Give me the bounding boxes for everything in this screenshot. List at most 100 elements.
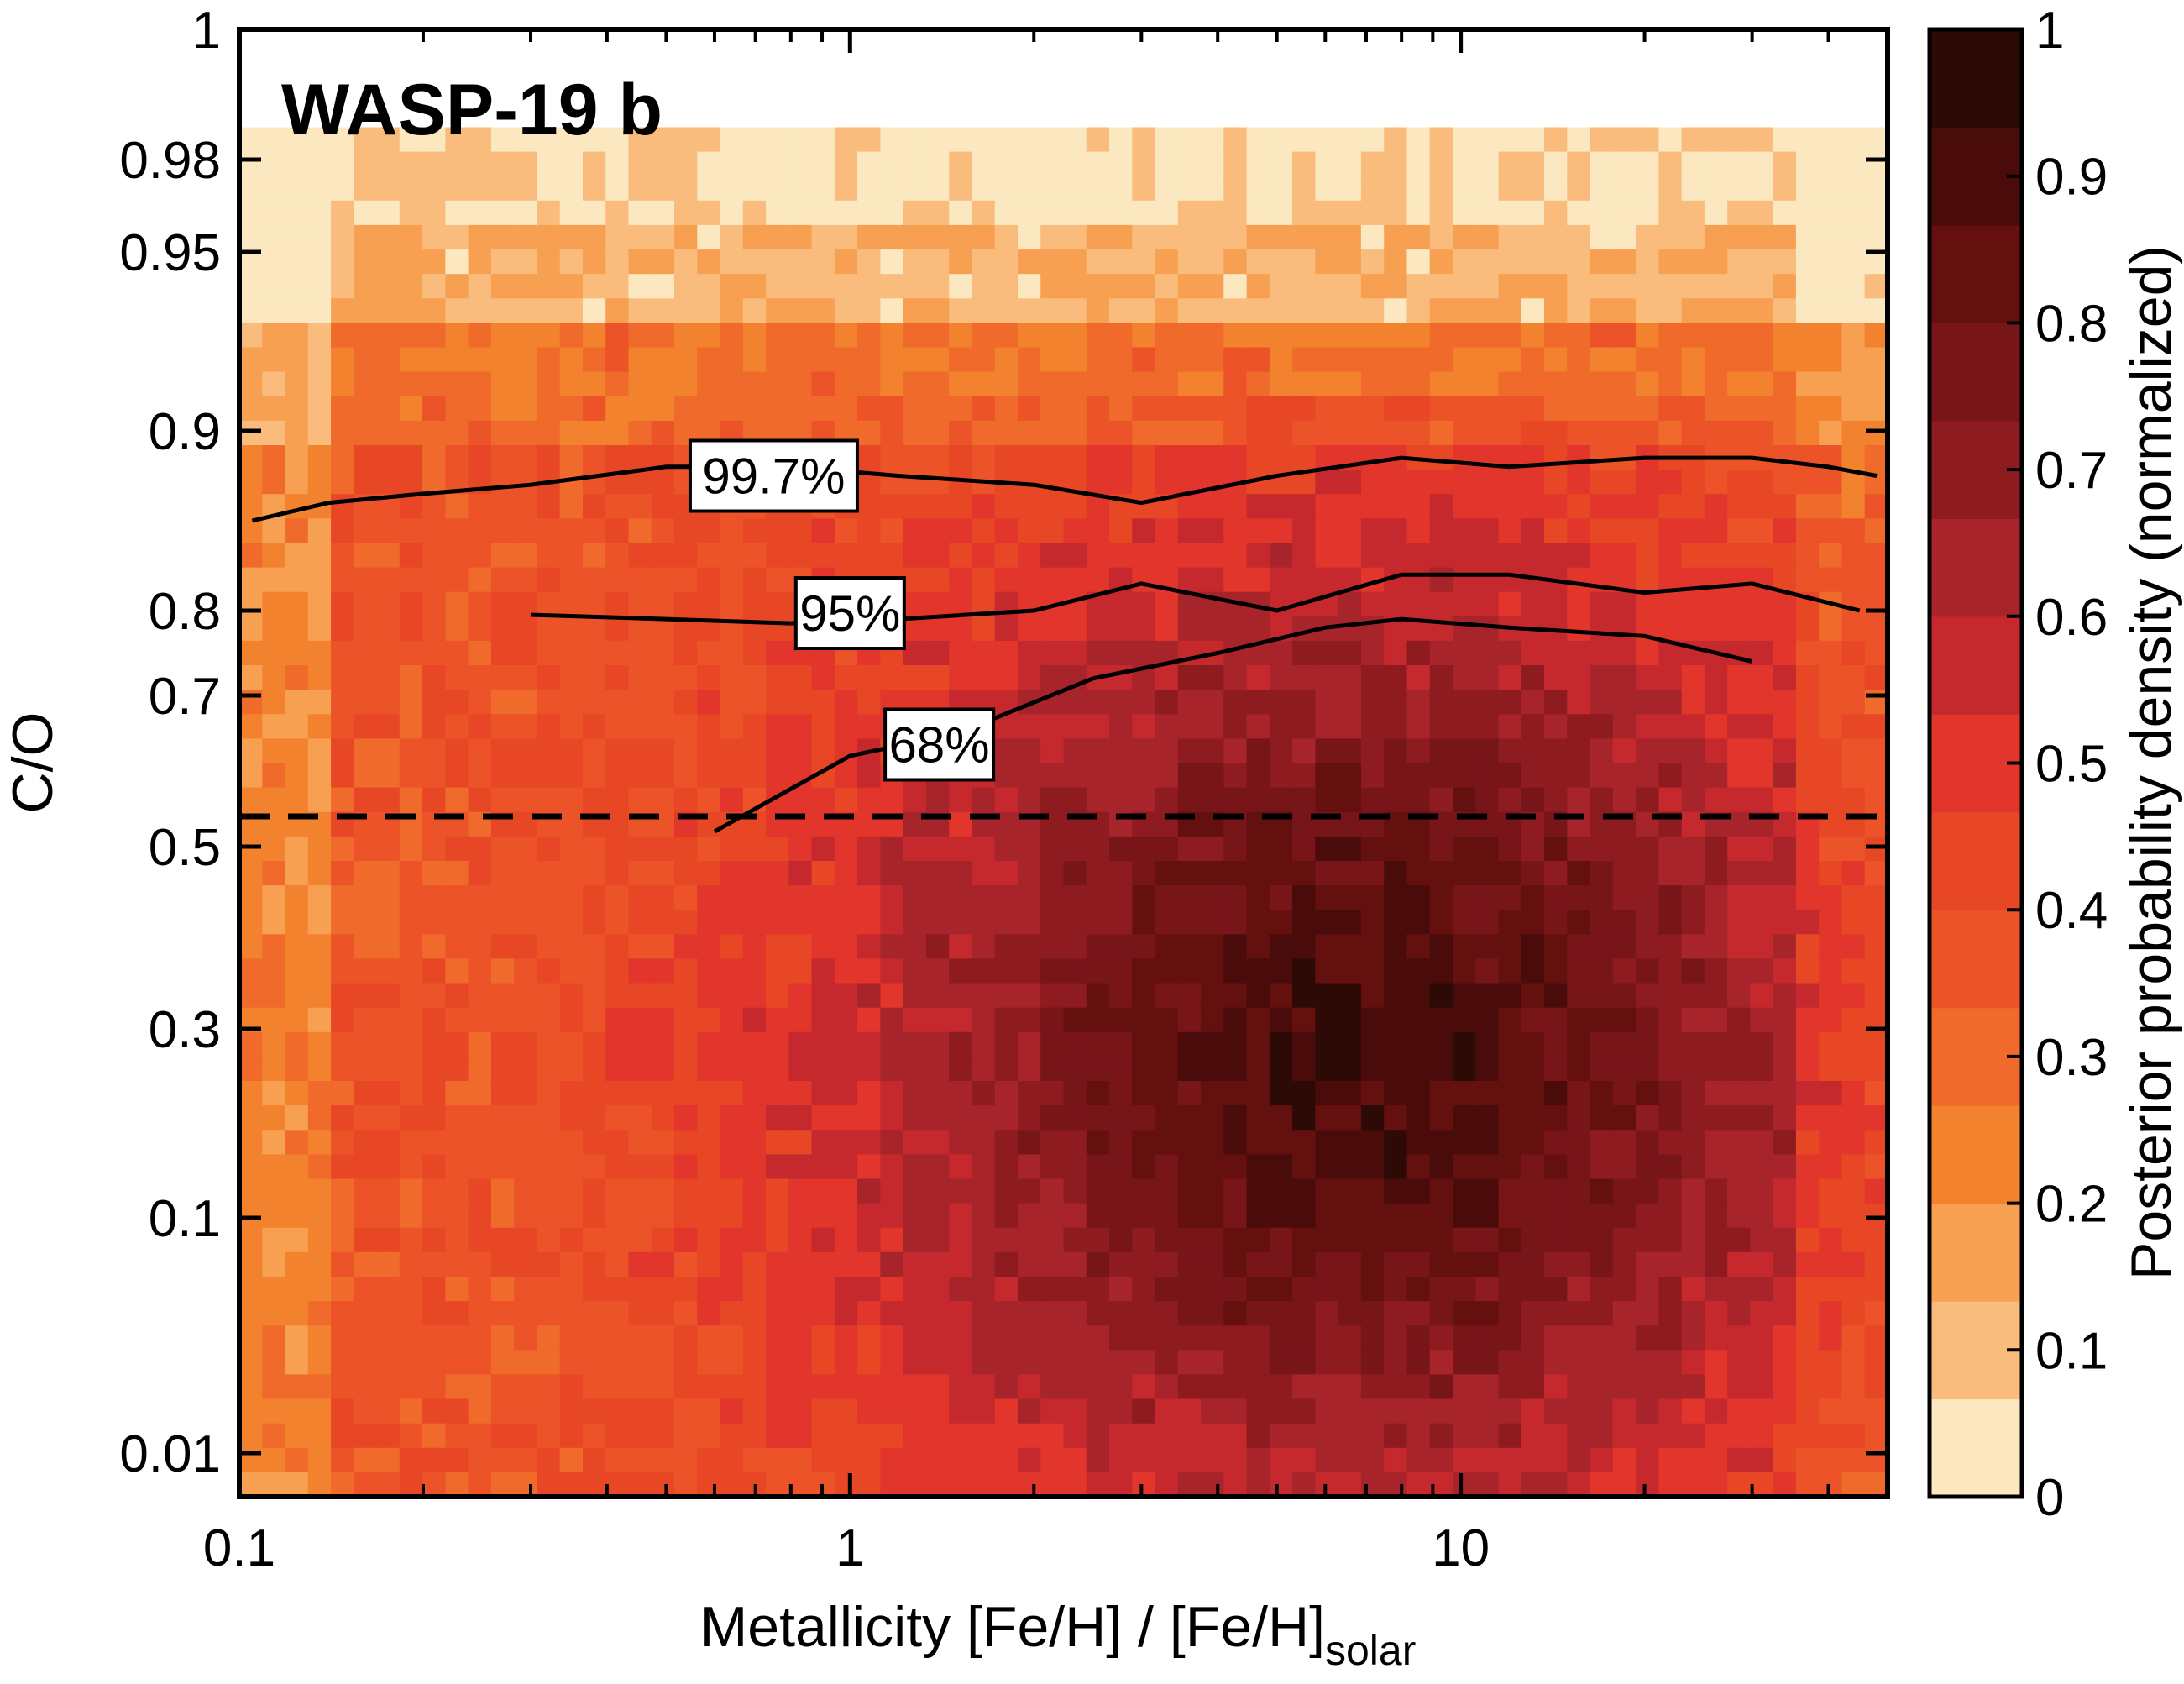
density-cell bbox=[1841, 151, 1866, 177]
density-cell bbox=[628, 323, 652, 349]
density-cell bbox=[354, 470, 378, 495]
density-cell bbox=[1590, 323, 1614, 349]
density-cell bbox=[1521, 591, 1545, 617]
density-cell bbox=[1864, 567, 1888, 593]
density-cell bbox=[307, 518, 332, 544]
density-cell bbox=[1063, 371, 1087, 397]
density-cell bbox=[925, 176, 950, 202]
density-cell bbox=[1040, 983, 1065, 1009]
density-cell bbox=[262, 1447, 286, 1473]
density-cell bbox=[1177, 1031, 1202, 1057]
density-cell bbox=[1750, 1203, 1774, 1229]
density-cell bbox=[331, 836, 355, 862]
density-cell bbox=[1018, 249, 1042, 275]
density-cell bbox=[674, 1154, 699, 1180]
density-cell bbox=[1795, 420, 1820, 446]
density-cell bbox=[628, 494, 652, 520]
density-cell bbox=[1315, 1472, 1339, 1497]
density-cell bbox=[354, 861, 378, 886]
density-cell bbox=[834, 249, 858, 275]
density-cell bbox=[857, 1178, 882, 1204]
density-cell bbox=[994, 1251, 1019, 1277]
density-cell bbox=[1406, 224, 1431, 250]
density-cell bbox=[788, 1251, 813, 1277]
density-cell bbox=[1590, 1350, 1614, 1376]
density-cell bbox=[399, 200, 423, 226]
density-cell bbox=[1636, 1007, 1660, 1033]
density-cell bbox=[537, 861, 561, 886]
density-cell bbox=[239, 1301, 264, 1326]
density-cell bbox=[605, 738, 630, 764]
density-cell bbox=[1109, 1154, 1134, 1180]
density-cell bbox=[1406, 127, 1431, 153]
density-cell bbox=[628, 1350, 652, 1376]
density-cell bbox=[1658, 1154, 1683, 1180]
density-cell bbox=[445, 1472, 469, 1497]
density-cell bbox=[285, 1203, 309, 1229]
density-cell bbox=[1384, 127, 1408, 153]
density-cell bbox=[766, 714, 790, 740]
density-cell bbox=[468, 543, 492, 569]
density-cell bbox=[239, 1178, 264, 1204]
density-cell bbox=[1109, 763, 1134, 789]
density-cell bbox=[468, 249, 492, 275]
density-cell bbox=[307, 983, 332, 1009]
density-cell bbox=[766, 958, 790, 984]
density-cell bbox=[514, 1056, 538, 1082]
density-cell bbox=[1795, 665, 1820, 690]
density-cell bbox=[537, 323, 561, 349]
density-cell bbox=[490, 1398, 515, 1424]
density-cell bbox=[559, 274, 584, 300]
density-cell bbox=[651, 470, 675, 495]
density-cell bbox=[1590, 591, 1614, 617]
density-cell bbox=[857, 836, 882, 862]
density-cell bbox=[1429, 347, 1453, 373]
density-cell bbox=[1750, 616, 1774, 642]
density-cell bbox=[925, 958, 950, 984]
density-cell bbox=[1544, 518, 1569, 544]
density-cell bbox=[307, 1105, 332, 1131]
density-cell bbox=[651, 518, 675, 544]
density-cell bbox=[1086, 1203, 1110, 1229]
density-cell bbox=[1018, 1203, 1042, 1229]
density-cell bbox=[605, 176, 630, 202]
density-cell bbox=[1223, 934, 1248, 960]
density-cell bbox=[1612, 1007, 1637, 1033]
density-cell bbox=[583, 1154, 607, 1180]
density-cell bbox=[445, 763, 469, 789]
density-cell bbox=[1567, 861, 1591, 886]
density-cell bbox=[262, 665, 286, 690]
density-cell bbox=[1704, 1277, 1728, 1302]
density-cell bbox=[285, 1178, 309, 1204]
density-cell bbox=[1636, 1154, 1660, 1180]
density-cell bbox=[1018, 151, 1042, 177]
density-cell bbox=[1201, 1007, 1225, 1033]
density-cell bbox=[262, 347, 286, 373]
density-cell bbox=[1315, 127, 1339, 153]
density-cell bbox=[399, 983, 423, 1009]
density-cell bbox=[1223, 176, 1248, 202]
density-cell bbox=[1360, 420, 1385, 446]
density-cell bbox=[445, 1350, 469, 1376]
density-cell bbox=[972, 494, 996, 520]
density-cell bbox=[697, 738, 721, 764]
density-cell bbox=[811, 690, 835, 715]
density-cell bbox=[1612, 1227, 1637, 1253]
density-cell bbox=[376, 371, 401, 397]
density-cell bbox=[1521, 738, 1545, 764]
density-cell bbox=[1521, 371, 1545, 397]
density-cell bbox=[1384, 1007, 1408, 1033]
density-cell bbox=[490, 347, 515, 373]
density-cell bbox=[972, 983, 996, 1009]
density-cell bbox=[834, 1398, 858, 1424]
density-cell bbox=[1704, 1081, 1728, 1106]
density-cell bbox=[1384, 640, 1408, 666]
density-cell bbox=[1429, 420, 1453, 446]
density-cell bbox=[628, 714, 652, 740]
density-cell bbox=[1109, 640, 1134, 666]
density-cell bbox=[1384, 836, 1408, 862]
density-cell bbox=[1406, 200, 1431, 226]
density-cell bbox=[1360, 591, 1385, 617]
density-cell bbox=[811, 1056, 835, 1082]
